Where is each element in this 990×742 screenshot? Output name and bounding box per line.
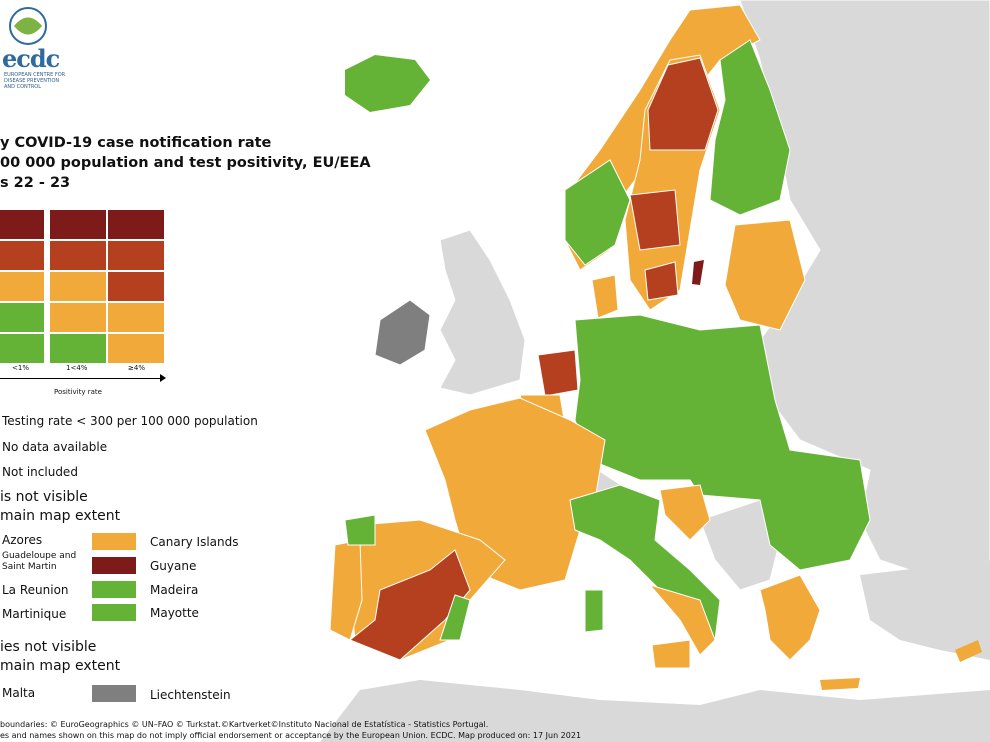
region-swatch xyxy=(92,533,136,550)
footer-line-1: boundaries: © EuroGeographics © UN–FAO ©… xyxy=(0,720,489,729)
region-swatch xyxy=(92,581,136,598)
matrix-cell xyxy=(108,241,164,270)
legend-section2-line2: main map extent xyxy=(0,658,121,674)
region-label: Mayotte xyxy=(150,606,199,620)
region-label: Azores xyxy=(2,533,43,547)
region-label: Guyane xyxy=(150,559,197,573)
land-africa xyxy=(320,680,990,742)
legend-no-data: No data available xyxy=(2,440,108,454)
land-gotland xyxy=(692,260,704,285)
footer-line-2: es and names shown on this map do not im… xyxy=(0,731,582,740)
axis-title: Positivity rate xyxy=(54,388,102,396)
legend-section1-line2: main map extent xyxy=(0,508,121,524)
land-greece xyxy=(759,574,821,661)
land-sicily xyxy=(651,639,691,669)
land-spain-east xyxy=(439,594,471,641)
small-country-label: Liechtenstein xyxy=(150,688,231,702)
region-swatch xyxy=(92,557,136,574)
land-denmark xyxy=(591,274,619,319)
land-sweden-north xyxy=(647,57,719,151)
land-sweden-south xyxy=(644,261,679,301)
logo-tagline: EUROPEAN CENTRE FOR DISEASE PREVENTION A… xyxy=(4,72,66,90)
small-country-label: Malta xyxy=(2,686,36,700)
title-line-2: 00 000 population and test positivity, E… xyxy=(0,155,371,171)
matrix-cell xyxy=(0,303,44,332)
axis-line xyxy=(0,378,164,379)
land-uk xyxy=(439,229,526,396)
matrix-cell xyxy=(50,303,106,332)
title-line-1: y COVID-19 case notification rate xyxy=(0,135,272,151)
land-netherlands xyxy=(537,349,579,397)
region-label: Martinique xyxy=(2,607,67,621)
matrix-cell xyxy=(0,241,44,270)
matrix-cell xyxy=(0,334,44,363)
legend-not-included: Not included xyxy=(2,465,78,479)
ecdc-emblem-icon xyxy=(9,7,47,45)
land-croatia xyxy=(659,484,711,541)
land-turkey xyxy=(860,560,990,660)
land-sweden-mid xyxy=(629,189,681,251)
tick-label: 1<4% xyxy=(66,364,88,372)
legend-section1-line1: is not visible xyxy=(0,489,88,505)
matrix-cell xyxy=(50,210,106,239)
region-label: Canary Islands xyxy=(150,535,239,549)
land-cyprus xyxy=(955,640,982,662)
map-title: y COVID-19 case notification rate 00 000… xyxy=(0,133,371,193)
region-swatch xyxy=(92,604,136,621)
title-line-3: s 22 - 23 xyxy=(0,175,71,191)
axis-arrow-icon xyxy=(160,374,166,382)
land-sardinia xyxy=(584,589,604,633)
matrix-cell xyxy=(50,241,106,270)
land-iceland xyxy=(345,55,430,112)
land-baltics xyxy=(724,219,806,331)
matrix-cell xyxy=(108,334,164,363)
land-galicia xyxy=(344,514,376,546)
matrix-cell xyxy=(0,272,44,301)
land-italy-south xyxy=(648,584,716,656)
land-ireland xyxy=(374,299,431,366)
ecdc-logo xyxy=(0,4,70,96)
matrix-cell xyxy=(50,272,106,301)
matrix-cell xyxy=(108,272,164,301)
legend-section2-line1: ies not visible xyxy=(0,639,97,655)
region-label: Madeira xyxy=(150,583,199,597)
tick-label: ≥4% xyxy=(128,364,145,372)
matrix-cell xyxy=(50,334,106,363)
small-country-swatch xyxy=(92,685,136,702)
matrix-cell xyxy=(0,210,44,239)
tick-label: <1% xyxy=(12,364,29,372)
land-crete xyxy=(820,678,860,690)
land-finland xyxy=(709,39,791,216)
matrix-cell xyxy=(108,303,164,332)
legend-testing-rate: Testing rate < 300 per 100 000 populatio… xyxy=(2,414,258,428)
land-spain-red xyxy=(349,549,471,661)
logo-text: ecdc xyxy=(2,44,60,73)
land-norway-green xyxy=(564,159,631,266)
matrix-cell xyxy=(108,210,164,239)
region-label: La Reunion xyxy=(2,583,69,597)
region-label: Guadeloupe and Saint Martin xyxy=(2,551,77,572)
